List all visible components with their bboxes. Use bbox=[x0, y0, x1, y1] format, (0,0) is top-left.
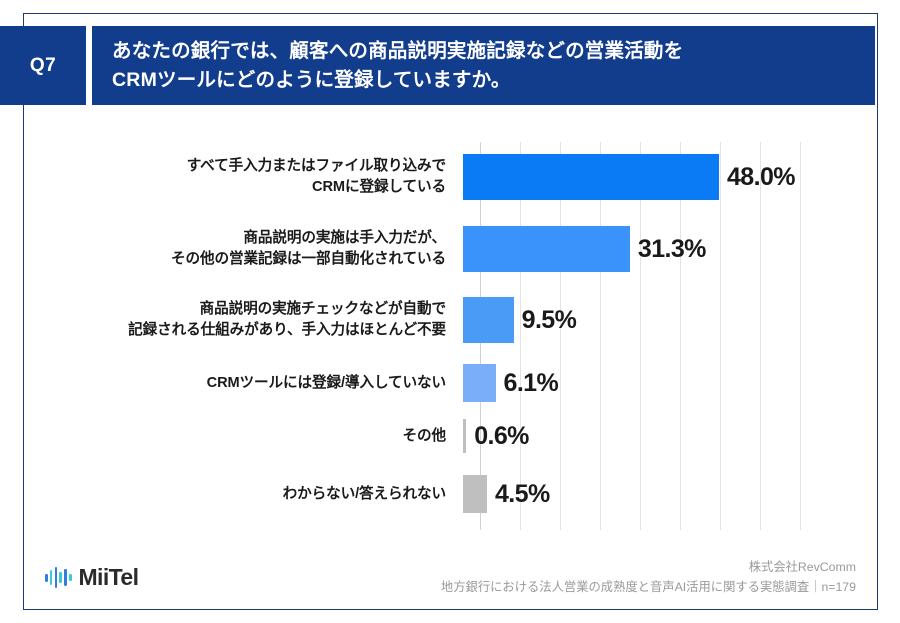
question-text-line-2: CRMツールにどのように登録していますか。 bbox=[112, 68, 511, 91]
bar bbox=[463, 297, 514, 343]
bar-category-label-line: わからない/答えられない bbox=[282, 485, 446, 502]
bar-category-label-line: すべて手入力またはファイル取り込みで bbox=[186, 158, 446, 175]
waveform-bar bbox=[49, 570, 53, 585]
bar-category-label: 商品説明の実施チェックなどが自動で記録される仕組みがあり、手入力はほとんど不要 bbox=[23, 299, 463, 340]
bar-wrapper: 6.1% bbox=[463, 364, 878, 402]
bar-category-label-line: 商品説明の実施チェックなどが自動で bbox=[199, 301, 447, 318]
waveform-bar bbox=[54, 567, 58, 588]
company-name: 株式会社RevComm bbox=[748, 559, 856, 574]
question-banner: あなたの銀行では、顧客への商品説明実施記録などの営業活動を CRMツールにどのよ… bbox=[92, 26, 875, 105]
question-text-line-1: あなたの銀行では、顧客への商品説明実施記録などの営業活動を bbox=[112, 40, 684, 63]
bar-row: CRMツールには登録/導入していない 6.1% bbox=[23, 364, 878, 402]
waveform-bar bbox=[59, 572, 62, 583]
question-number-badge: Q7 bbox=[0, 26, 86, 105]
bar-category-label-line: 記録される仕組みがあり、手入力はほとんど不要 bbox=[128, 322, 446, 338]
bar-value-label: 4.5% bbox=[495, 479, 550, 508]
bar-chart: すべて手入力またはファイル取り込みで CRMに登録している 48.0% 商品説明の実施… bbox=[23, 130, 878, 530]
bar-value-label: 9.5% bbox=[521, 305, 577, 334]
waveform-bar bbox=[64, 569, 67, 586]
bar-category-label-line: その他 bbox=[402, 427, 447, 444]
bar-category-label: その他 bbox=[23, 426, 463, 447]
bar bbox=[463, 364, 496, 402]
bar bbox=[463, 154, 719, 200]
bar-category-label: わからない/答えられない bbox=[23, 484, 463, 505]
bar-category-label: 商品説明の実施は手入力だが、その他の営業記録は一部自動化されている bbox=[23, 228, 463, 269]
gridline bbox=[520, 142, 521, 530]
gridline bbox=[720, 142, 721, 530]
waveform-bar bbox=[45, 573, 48, 582]
gridline bbox=[680, 142, 681, 530]
miitel-logo: MiiTel bbox=[45, 564, 139, 591]
attribution: 株式会社RevComm 地方銀行における法人営業の成熟度と音声AI活用に関する実… bbox=[441, 558, 856, 598]
gridline bbox=[600, 142, 601, 530]
gridline bbox=[760, 142, 761, 530]
bar-category-label: すべて手入力またはファイル取り込みで CRMに登録している bbox=[23, 156, 463, 197]
bar-wrapper: 4.5% bbox=[463, 475, 878, 513]
bar-category-label: CRMツールには登録/導入していない bbox=[23, 373, 463, 394]
bar-value-label: 6.1% bbox=[503, 368, 559, 397]
waveform-icon bbox=[45, 567, 72, 589]
bar-row: すべて手入力またはファイル取り込みで CRMに登録している 48.0% bbox=[23, 154, 878, 200]
bar-row: 商品説明の実施は手入力だが、その他の営業記録は一部自動化されている 31.3% bbox=[23, 226, 878, 272]
slide-frame bbox=[23, 13, 878, 610]
bar bbox=[463, 226, 630, 272]
bar-row: その他 0.6% bbox=[23, 419, 878, 453]
bar bbox=[463, 419, 467, 453]
chart-bar-rows: すべて手入力またはファイル取り込みで CRMに登録している 48.0% 商品説明の実施… bbox=[23, 142, 878, 530]
slide-footer: MiiTel 株式会社RevComm 地方銀行における法人営業の成熟度と音声AI… bbox=[23, 545, 878, 610]
survey-description: 地方銀行における法人営業の成熟度と音声AI活用に関する実態調査｜n=179 bbox=[440, 579, 856, 594]
miitel-logo-text: MiiTel bbox=[78, 564, 139, 590]
bar-value-label: 31.3% bbox=[637, 234, 706, 263]
gridline bbox=[640, 142, 641, 530]
bar bbox=[463, 475, 487, 513]
bar-wrapper: 31.3% bbox=[463, 226, 878, 272]
bar-category-label-line: その他の営業記録は一部自動化されている bbox=[171, 251, 446, 267]
bar-category-label-line: CRMに登録している bbox=[312, 179, 446, 195]
bar-category-label-line: CRMツールには登録/導入していない bbox=[206, 374, 446, 391]
bar-value-label: 48.0% bbox=[727, 162, 795, 191]
bar-wrapper: 48.0% bbox=[463, 154, 878, 200]
gridline bbox=[560, 142, 561, 530]
bar-wrapper: 0.6% bbox=[463, 419, 878, 453]
gridline bbox=[800, 142, 801, 530]
bar-row: わからない/答えられない 4.5% bbox=[23, 475, 878, 513]
bar-row: 商品説明の実施チェックなどが自動で記録される仕組みがあり、手入力はほとんど不要 9… bbox=[23, 297, 878, 343]
bar-value-label: 0.6% bbox=[474, 421, 529, 450]
question-number-label: Q7 bbox=[29, 54, 57, 76]
bar-wrapper: 9.5% bbox=[463, 297, 878, 343]
waveform-bar bbox=[68, 574, 72, 581]
bar-category-label-line: 商品説明の実施は手入力だが、 bbox=[243, 230, 446, 247]
